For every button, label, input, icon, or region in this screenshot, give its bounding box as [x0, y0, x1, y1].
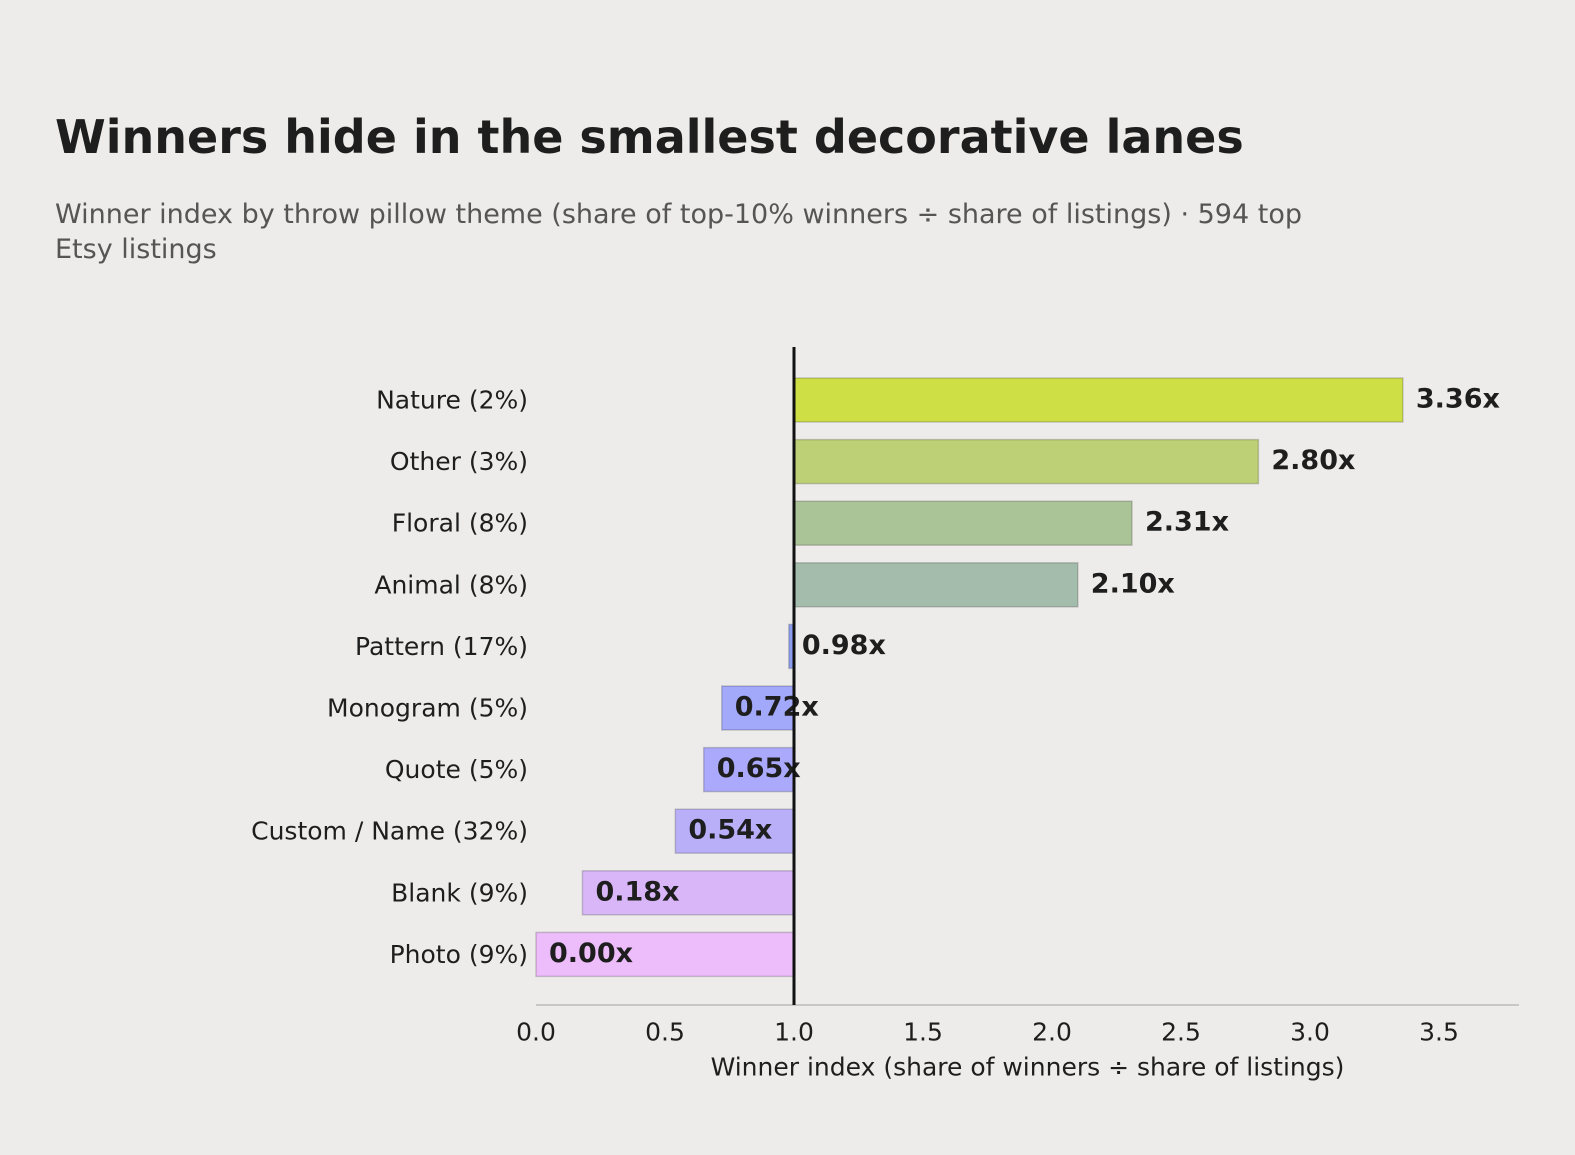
x-tick-label: 2.5 — [1161, 1018, 1201, 1047]
bar — [793, 500, 1133, 546]
bar — [793, 438, 1260, 485]
bar — [793, 377, 1404, 423]
value-label: 0.65x — [717, 753, 801, 784]
value-labels: 3.36x 2.80x 2.31x 2.10x 0.98x 0.72x 0.65x 0.54x… — [549, 384, 1500, 969]
x-axis-ticks: 0.0 0.5 1.0 1.5 2.0 2.5 3.0 3.5 — [516, 1018, 1459, 1047]
value-label: 0.54x — [688, 815, 772, 846]
category-label: Pattern (17%) — [355, 632, 528, 661]
bar — [581, 870, 795, 916]
x-tick-label: 1.5 — [903, 1018, 943, 1047]
x-tick-label: 3.0 — [1290, 1018, 1330, 1047]
category-label: Animal (8%) — [374, 570, 528, 599]
value-label: 0.72x — [735, 692, 819, 723]
value-label: 0.98x — [802, 630, 886, 661]
x-tick-label: 0.0 — [516, 1018, 556, 1047]
value-label: 2.31x — [1145, 507, 1229, 538]
x-tick-label: 2.0 — [1032, 1018, 1072, 1047]
value-label: 2.10x — [1091, 568, 1175, 599]
x-axis-title: Winner index (share of winners ÷ share o… — [711, 1053, 1345, 1082]
category-label: Other (3%) — [390, 447, 528, 476]
value-label: 2.80x — [1271, 445, 1355, 476]
bar — [535, 931, 795, 978]
x-tick-label: 1.0 — [774, 1018, 814, 1047]
category-labels: Nature (2%) Other (3%) Floral (8%) Animal (… — [251, 386, 528, 969]
category-label: Nature (2%) — [376, 386, 528, 415]
bar — [721, 685, 795, 731]
chart-subtitle: Winner index by throw pillow theme (shar… — [55, 199, 1302, 265]
bars-group — [535, 377, 1404, 978]
bar — [674, 808, 795, 854]
bar — [702, 746, 795, 793]
value-label: 0.00x — [549, 938, 633, 969]
category-label: Blank (9%) — [391, 878, 528, 907]
value-label: 0.18x — [595, 876, 679, 907]
bar — [793, 562, 1079, 608]
x-tick-label: 0.5 — [645, 1018, 685, 1047]
category-label: Quote (5%) — [385, 755, 528, 784]
category-label: Floral (8%) — [392, 509, 528, 538]
category-label: Monogram (5%) — [327, 694, 528, 723]
category-label: Custom / Name (32%) — [251, 817, 528, 846]
chart-title: Winners hide in the smallest decorative … — [55, 110, 1244, 164]
category-label: Photo (9%) — [390, 940, 528, 969]
x-tick-label: 3.5 — [1419, 1018, 1459, 1047]
value-label: 3.36x — [1416, 384, 1500, 415]
